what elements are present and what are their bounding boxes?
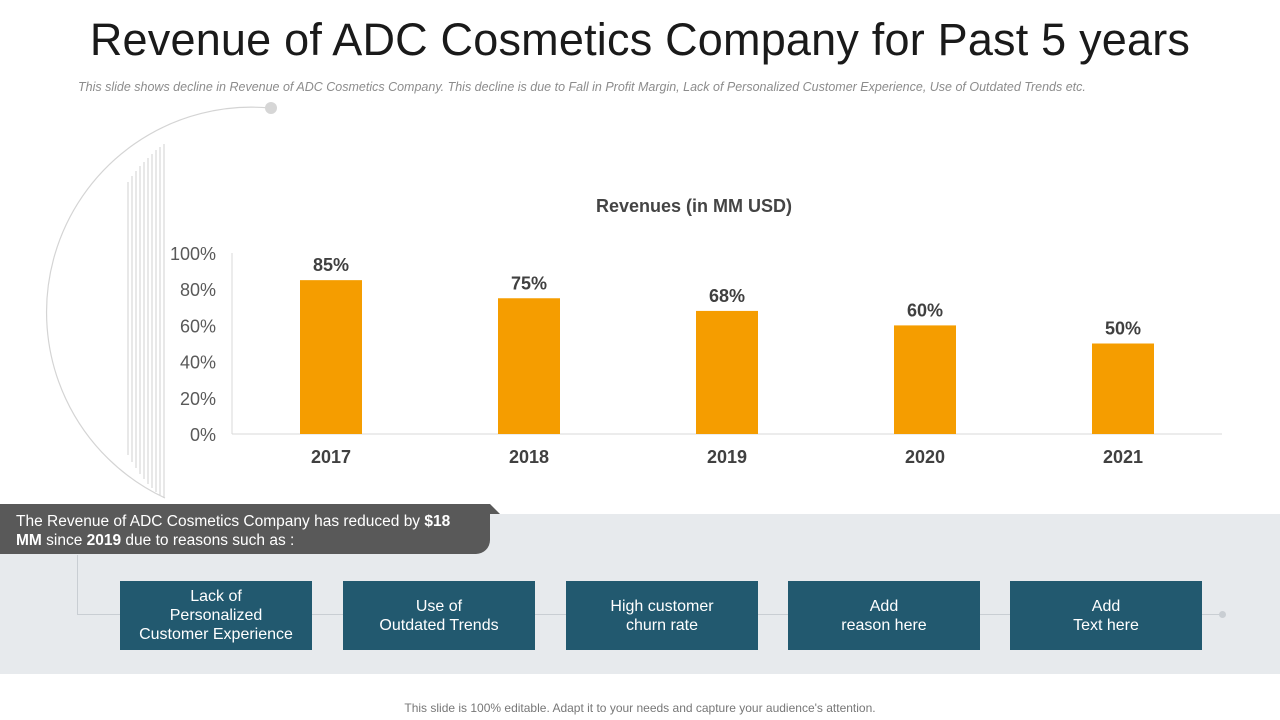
callout-mid: since: [41, 532, 87, 549]
bar: [300, 280, 362, 434]
connector-line-vertical: [77, 555, 78, 615]
callout-suffix: due to reasons such as :: [121, 532, 295, 549]
bar-value-label: 75%: [511, 273, 547, 293]
x-tick-label: 2020: [905, 447, 945, 467]
decorative-arc: [45, 102, 277, 499]
bar: [894, 325, 956, 434]
revenue-bar-chart: 0% 20% 40% 60% 80% 100% 85% 2017 75% 2018 68% 2019 6…: [170, 244, 1222, 467]
bar: [498, 298, 560, 434]
bar-value-label: 50%: [1105, 319, 1141, 339]
bar: [1092, 343, 1154, 434]
callout-amount: $18 MM: [16, 513, 451, 549]
connector-end-dot: [1219, 611, 1226, 618]
chart-title: Revenues (in MM USD): [595, 196, 793, 216]
slide-subtitle: This slide shows decline in Revenue of A…: [78, 80, 1086, 94]
bar-value-label: 60%: [907, 300, 943, 320]
reason-box: High customer churn rate: [566, 581, 758, 650]
y-tick-label: 40%: [180, 353, 216, 373]
slide-title: Revenue of ADC Cosmetics Company for Pas…: [89, 14, 1191, 65]
summary-callout-text: The Revenue of ADC Cosmetics Company has…: [16, 512, 476, 550]
x-tick-label: 2019: [707, 447, 747, 467]
callout-prefix: The Revenue of ADC Cosmetics Company has…: [16, 513, 425, 530]
summary-callout: The Revenue of ADC Cosmetics Company has…: [0, 504, 500, 554]
footer-note: This slide is 100% editable. Adapt it to…: [404, 701, 876, 715]
y-tick-label: 20%: [180, 389, 216, 409]
x-tick-label: 2018: [509, 447, 549, 467]
bar: [696, 310, 758, 434]
reason-box: Use of Outdated Trends: [343, 581, 535, 650]
x-tick-label: 2021: [1103, 447, 1143, 467]
reason-box: Add Text here: [1010, 581, 1202, 650]
bar-value-label: 68%: [709, 286, 745, 306]
bar-value-label: 85%: [313, 255, 349, 275]
y-tick-label: 60%: [180, 316, 216, 336]
y-tick-label: 100%: [170, 244, 216, 264]
x-tick-label: 2017: [311, 447, 351, 467]
callout-year: 2019: [86, 532, 122, 549]
reason-box: Lack of Personalized Customer Experience: [120, 581, 312, 650]
y-tick-label: 0%: [190, 425, 216, 445]
y-tick-label: 80%: [180, 280, 216, 300]
reason-box: Add reason here: [788, 581, 980, 650]
